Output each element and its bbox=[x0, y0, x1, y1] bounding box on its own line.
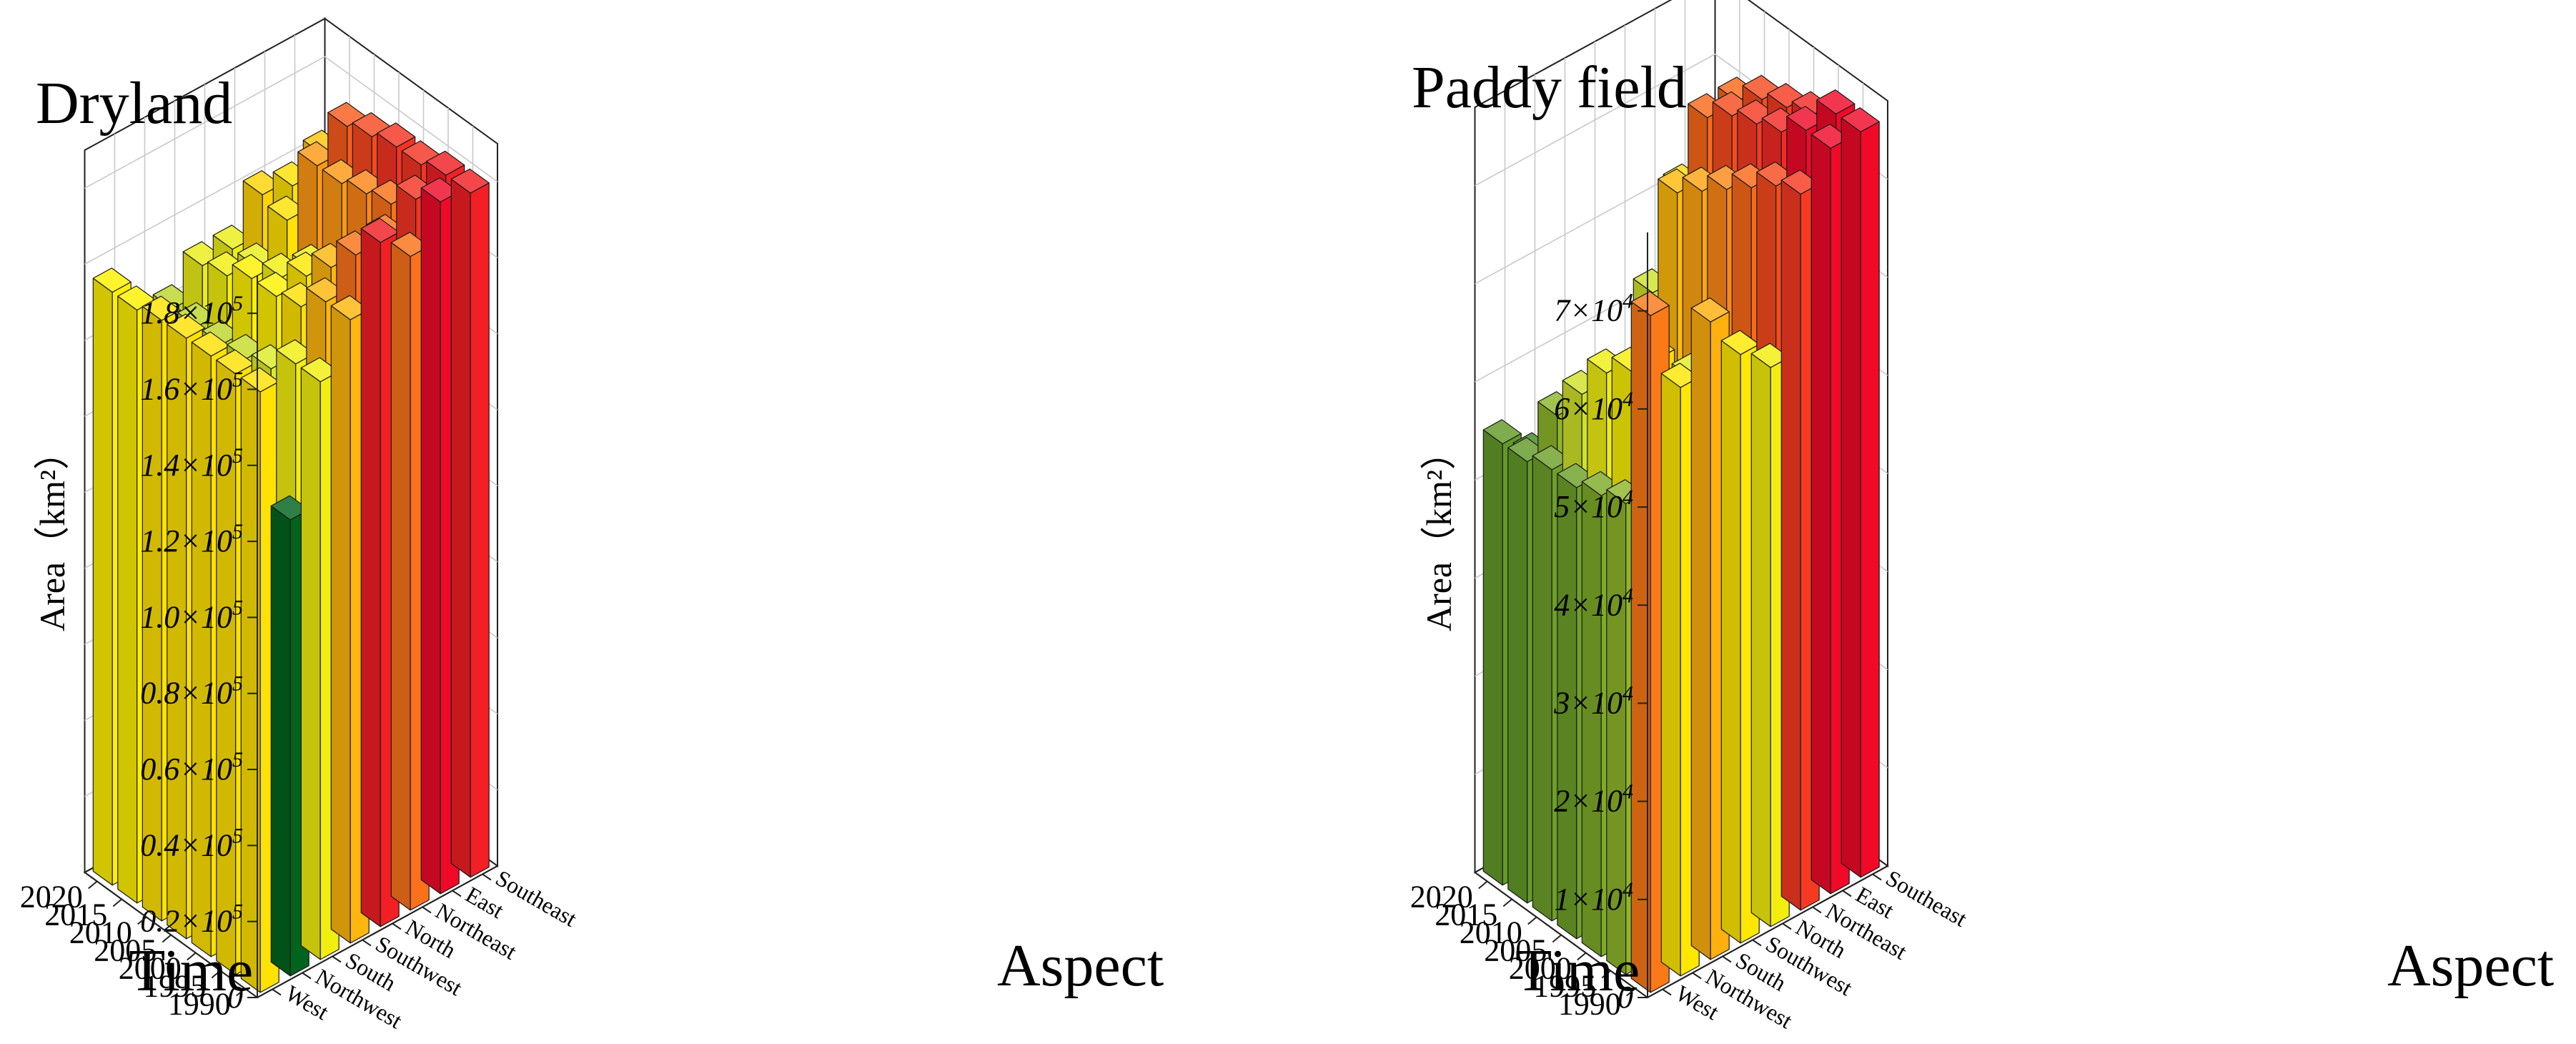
time-tick-label: 1990 bbox=[168, 987, 231, 1022]
dryland-chart: 0 0.2×105 0.4×105 0.6×105 0.8×105 1.0×105 1.2×… bbox=[20, 17, 1164, 1033]
aspect-axis-title: Aspect bbox=[2387, 932, 2554, 999]
z-axis: 0 0.2×105 0.4×105 0.6×105 0.8×105 1.0×105 1.2×… bbox=[140, 275, 258, 1015]
time-tick-label: 2000 bbox=[119, 951, 182, 986]
z-tick-label: 7×104 bbox=[1554, 290, 1633, 328]
z-tick-label: 0.6×105 bbox=[140, 748, 243, 787]
bars bbox=[92, 102, 490, 993]
time-axis-title: Time bbox=[1515, 937, 1640, 1004]
area-axis-title: Area（km²） bbox=[32, 434, 72, 631]
z-tick-label: 1.4×105 bbox=[140, 444, 243, 483]
z-tick-label: 6×104 bbox=[1554, 388, 1633, 426]
time-tick-label: 2020 bbox=[20, 880, 83, 915]
bar-southeast-1990 bbox=[450, 168, 490, 878]
z-tick-label: 1.8×105 bbox=[140, 292, 243, 330]
paddy-field-chart: 0 1×104 2×104 3×104 4×104 5×104 6×104 7×104 1990… bbox=[1410, 0, 2554, 1033]
z-tick-label: 4×104 bbox=[1554, 583, 1633, 622]
area-axis-title: Area（km²） bbox=[1419, 434, 1459, 631]
aspect-axis: WestNorthwestSouthSouthwestNorthNortheas… bbox=[257, 865, 581, 1033]
panel-title: Dryland bbox=[36, 70, 232, 137]
z-tick-label: 1.0×105 bbox=[140, 596, 243, 634]
z-tick-label: 1×104 bbox=[1554, 878, 1633, 917]
time-tick-label: 2005 bbox=[94, 933, 157, 968]
time-tick-label: 2005 bbox=[1484, 933, 1547, 968]
z-tick-label: 0.4×105 bbox=[140, 824, 243, 862]
aspect-axis-title: Aspect bbox=[997, 932, 1164, 999]
z-tick-label: 5×104 bbox=[1554, 486, 1633, 524]
time-tick-label: 1990 bbox=[1558, 987, 1621, 1022]
z-tick-label: 1.2×105 bbox=[140, 520, 243, 558]
z-tick-label: 0.8×105 bbox=[140, 672, 243, 711]
bar-southeast-1990 bbox=[1841, 107, 1880, 878]
time-tick-label: 2010 bbox=[1460, 915, 1522, 950]
panel-title: Paddy field bbox=[1412, 54, 1687, 121]
time-tick-label: 2020 bbox=[1410, 880, 1473, 915]
time-axis-title: Time bbox=[129, 937, 253, 1004]
time-tick-label: 1995 bbox=[1533, 969, 1596, 1004]
time-tick-label: 2000 bbox=[1509, 951, 1572, 986]
time-tick-label: 2015 bbox=[1435, 897, 1497, 932]
z-tick-label: 0.2×105 bbox=[140, 900, 243, 939]
time-tick-label: 2010 bbox=[69, 915, 132, 950]
z-tick-label: 3×104 bbox=[1553, 681, 1633, 720]
bars bbox=[1482, 74, 1880, 993]
z-tick-label: 0 bbox=[1618, 980, 1633, 1015]
z-tick-label: 0 bbox=[227, 980, 243, 1015]
time-tick-label: 2015 bbox=[44, 897, 107, 932]
z-tick-label: 1.6×105 bbox=[140, 368, 243, 406]
time-tick-label: 1995 bbox=[143, 969, 206, 1004]
z-axis: 0 1×104 2×104 3×104 4×104 5×104 6×104 7×104 bbox=[1553, 232, 1648, 1015]
z-tick-label: 2×104 bbox=[1554, 780, 1633, 819]
